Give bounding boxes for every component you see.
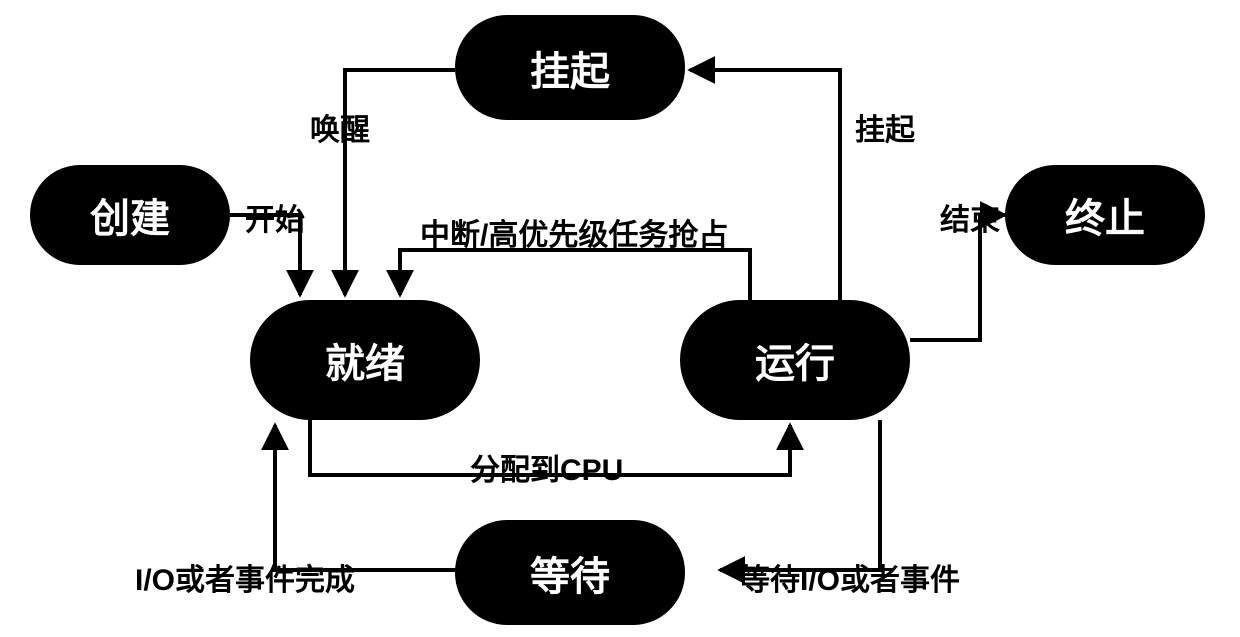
- node-wait-label: 等待: [530, 544, 610, 602]
- node-ready-label: 就绪: [325, 331, 405, 389]
- node-suspend-label: 挂起: [530, 39, 610, 97]
- node-wait: 等待: [455, 520, 685, 625]
- label-end: 结束: [940, 195, 1000, 239]
- label-suspend: 挂起: [855, 105, 915, 149]
- label-io-done: I/O或者事件完成: [135, 555, 355, 599]
- label-io-wait: 等待I/O或者事件: [740, 555, 960, 599]
- label-start: 开始: [245, 195, 305, 239]
- label-dispatch: 分配到CPU: [470, 445, 623, 489]
- label-preempt: 中断/高优先级任务抢占: [420, 210, 728, 254]
- node-ready: 就绪: [250, 300, 480, 420]
- node-suspend: 挂起: [455, 15, 685, 120]
- node-run-label: 运行: [755, 331, 835, 389]
- node-create: 创建: [30, 165, 230, 265]
- label-wakeup: 唤醒: [310, 105, 370, 149]
- node-create-label: 创建: [90, 186, 170, 244]
- node-terminate-label: 终止: [1065, 186, 1145, 244]
- node-terminate: 终止: [1005, 165, 1205, 265]
- diagram-canvas: 创建 挂起 就绪 运行 等待 终止 开始 唤醒 挂起 中断/高优先级任务抢占 结…: [0, 0, 1240, 637]
- node-run: 运行: [680, 300, 910, 420]
